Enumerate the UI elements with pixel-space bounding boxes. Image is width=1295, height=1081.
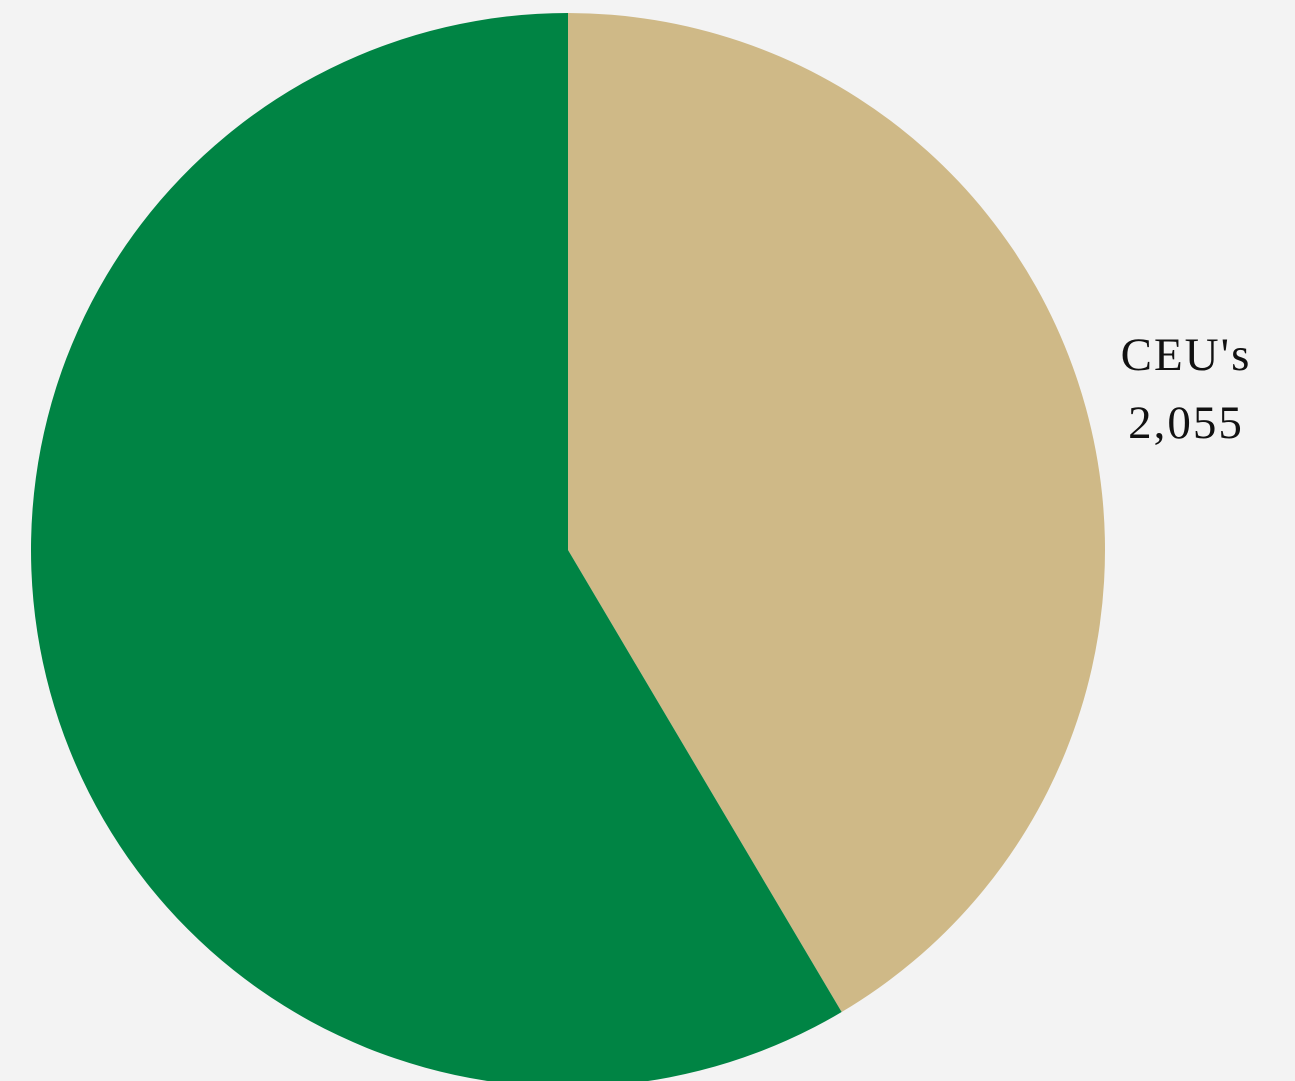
pie-slices bbox=[31, 13, 1105, 1081]
slice-value-ceus: 2,055 bbox=[1128, 397, 1244, 449]
pie-slice-1 bbox=[31, 13, 842, 1081]
pie-slice-0 bbox=[568, 13, 1105, 1013]
slice-label-ceus: CEU's bbox=[1121, 329, 1252, 381]
